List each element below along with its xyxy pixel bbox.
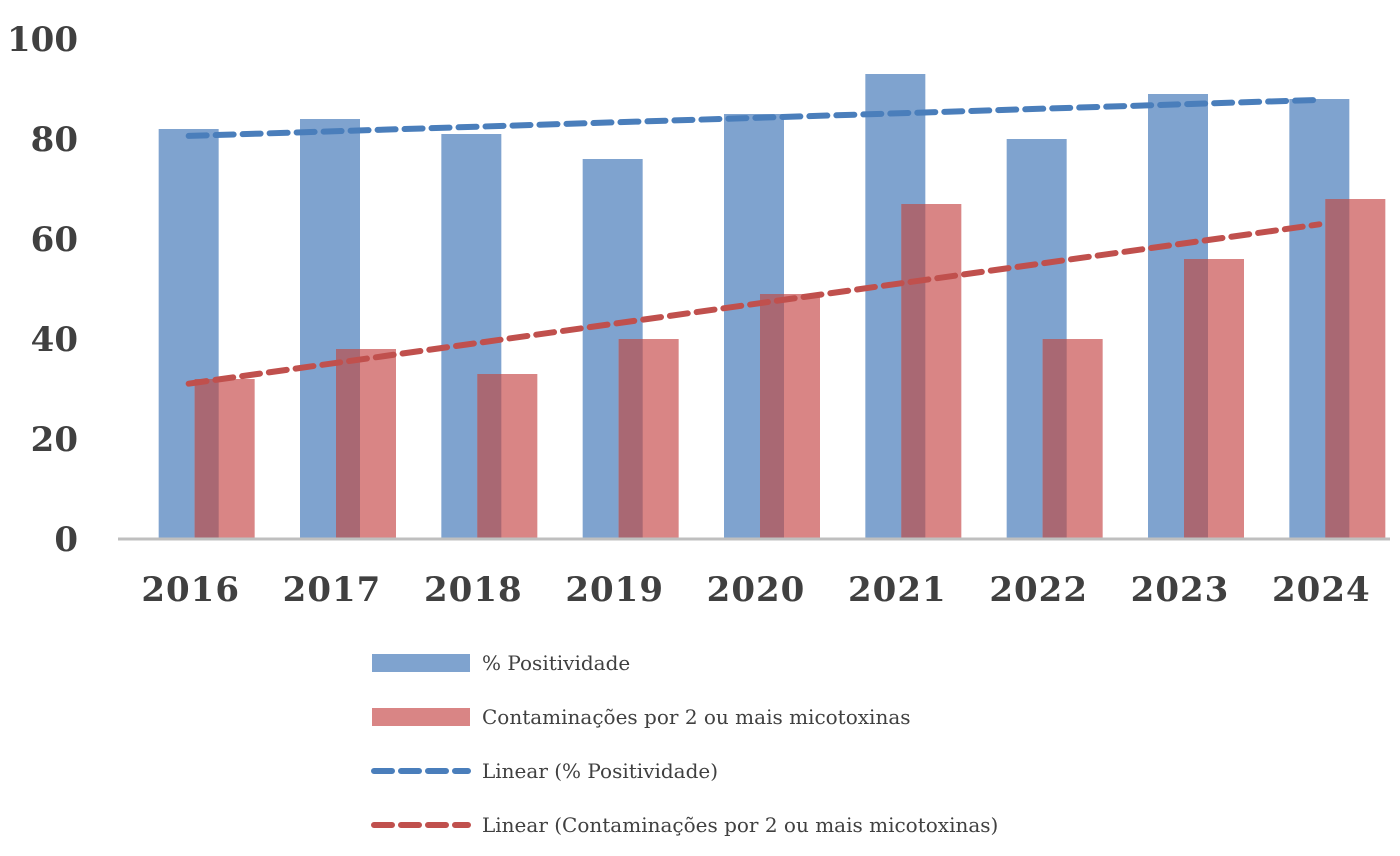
x-tick-label-2019: 2019 [565, 570, 664, 610]
bar-overlap-2019 [618, 339, 643, 539]
bar-overlap-2021 [901, 204, 926, 539]
bars-layer [158, 74, 1386, 539]
legend: % Positividade Contaminações por 2 ou mai… [371, 651, 998, 837]
x-tick-label-2024: 2024 [1272, 570, 1371, 610]
bar-overlap-2017 [336, 349, 360, 539]
bar-overlap-2020 [760, 294, 784, 539]
x-tick-label-2017: 2017 [283, 570, 382, 610]
y-tick-label-20: 20 [31, 420, 78, 460]
trendlines-layer [185, 96, 1323, 387]
x-tick-label-2018: 2018 [424, 570, 523, 610]
legend-label: Contaminações por 2 ou mais micotoxinas [482, 705, 911, 729]
bar-overlap-2022 [1042, 339, 1067, 539]
legend-item-trend-4: Linear (Contaminações por 2 ou mais mico… [371, 813, 998, 837]
x-axis-ticks: 2016 2017 2018 2019 2020 2021 2022 2023 2024 [141, 570, 1371, 610]
legend-item-trend-3: Linear (% Positividade) [371, 759, 718, 783]
bar-overlap-2018 [477, 374, 502, 539]
y-tick-label-60: 60 [31, 220, 78, 260]
trendline-positividade [185, 96, 1323, 139]
bar-overlap-2016 [194, 379, 219, 539]
y-tick-label-80: 80 [31, 120, 78, 160]
y-tick-label-0: 0 [54, 520, 78, 560]
bar-overlap-2024 [1325, 199, 1350, 539]
legend-label: % Positividade [482, 651, 630, 675]
trendline-contamina-es-por-2-ou-mais-micotoxinas [185, 221, 1323, 387]
legend-label: Linear (% Positividade) [482, 759, 718, 783]
legend-swatch [372, 654, 470, 672]
legend-item-bar-1: % Positividade [372, 651, 630, 675]
y-tick-label-100: 100 [7, 20, 78, 60]
x-tick-label-2020: 2020 [707, 570, 806, 610]
legend-swatch [372, 708, 470, 726]
x-tick-label-2021: 2021 [848, 570, 947, 610]
bar-overlap-2023 [1184, 259, 1208, 539]
x-tick-label-2016: 2016 [141, 570, 240, 610]
y-axis-ticks: 0 20 40 60 80 100 [7, 20, 78, 560]
legend-label: Linear (Contaminações por 2 ou mais mico… [482, 813, 998, 837]
x-tick-label-2023: 2023 [1131, 570, 1230, 610]
x-tick-label-2022: 2022 [989, 570, 1088, 610]
y-tick-label-40: 40 [31, 320, 78, 360]
legend-item-bar-2: Contaminações por 2 ou mais micotoxinas [372, 705, 911, 729]
